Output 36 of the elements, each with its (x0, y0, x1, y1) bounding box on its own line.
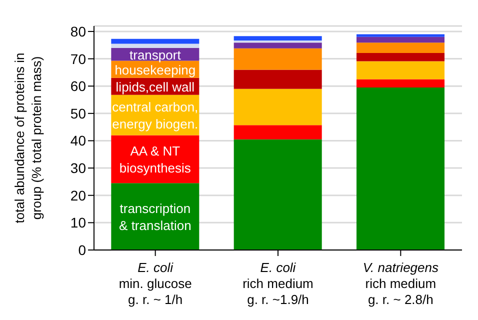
y-tick-label: 20 (70, 187, 86, 204)
y-tick-label: 40 (70, 132, 86, 149)
y-axis-title: total abundance of proteins in group (% total protein mass) (12, 52, 44, 224)
bar (111, 38, 200, 44)
series-label: lipids,cell wall (116, 79, 195, 94)
bar (356, 61, 445, 80)
y-tick-label: 60 (70, 78, 86, 94)
bar (234, 48, 322, 70)
bar (356, 42, 445, 54)
bar (356, 87, 445, 250)
bar (111, 44, 200, 48)
y-tick-label: 30 (70, 160, 86, 176)
bar (234, 125, 322, 140)
y-tick-label: 70 (70, 50, 86, 67)
y-tick-label: 50 (70, 105, 86, 122)
x-tick-label: V. natriegens rich medium g. r. ~ 2.8/h (362, 260, 439, 307)
y-tick-label: 80 (70, 23, 86, 40)
y-tick-label: 0 (78, 242, 86, 258)
bar (234, 70, 322, 89)
bar (356, 36, 445, 43)
series-label: transcription & translation (119, 201, 192, 234)
series-label: central carbon, energy biogen. (112, 100, 198, 132)
series-label: transport (130, 47, 182, 62)
bar (356, 34, 445, 37)
bar (234, 40, 322, 43)
x-tick-label: E. coli min. glucose g. r. ~ 1/h (118, 260, 192, 307)
bar (234, 42, 322, 48)
y-tick-label: 10 (70, 214, 86, 231)
bar (234, 88, 322, 126)
series-label: AA & NT biosynthesis (119, 144, 192, 176)
bar (356, 53, 445, 62)
bar (234, 139, 322, 250)
bar (234, 36, 322, 40)
series-label: housekeeping (114, 62, 196, 78)
x-tick-label: E. coli rich medium g. r. ~1.9/h (242, 260, 314, 307)
bar (356, 79, 445, 88)
